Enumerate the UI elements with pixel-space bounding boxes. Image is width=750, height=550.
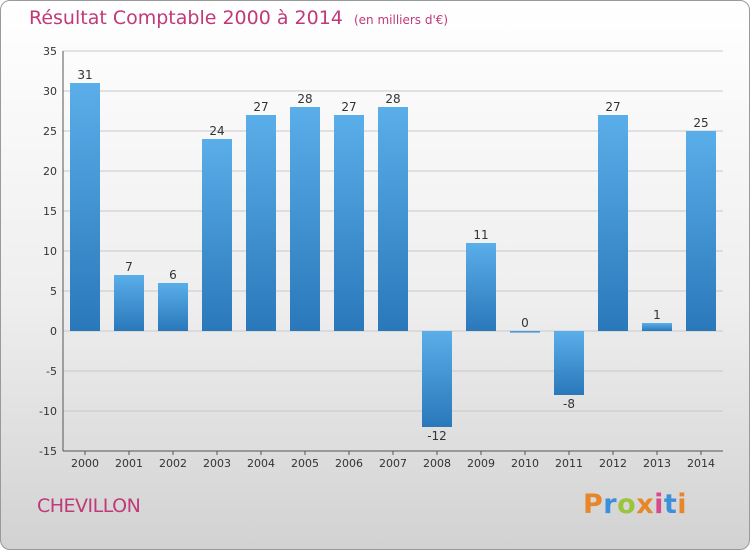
bar-2007	[378, 107, 408, 331]
x-tick-label: 2009	[467, 457, 495, 470]
bar-2009	[466, 243, 496, 331]
bar-value-label: 28	[385, 92, 400, 106]
bar-value-label: 1	[653, 308, 661, 322]
x-tick-label: 2000	[71, 457, 99, 470]
bar-value-label: 24	[209, 124, 224, 138]
logo-letter: r	[603, 489, 618, 520]
bar-2012	[598, 115, 628, 331]
axis-layer: 35302520151050-5-10-15312000720016200224…	[39, 45, 723, 470]
x-tick-label: 2001	[115, 457, 143, 470]
bar-value-label: -12	[427, 429, 447, 443]
logo-letter: x	[636, 489, 655, 520]
chart-unit: (en milliers d'€)	[353, 13, 449, 27]
bar-value-label: -8	[563, 397, 575, 411]
bar-2004	[246, 115, 276, 331]
bar-value-label: 31	[77, 68, 92, 82]
y-tick-label: 15	[43, 205, 57, 218]
y-tick-label: -5	[46, 365, 57, 378]
x-tick-label: 2002	[159, 457, 187, 470]
proxiti-logo: Proxiti	[583, 489, 687, 520]
y-tick-label: -15	[39, 445, 57, 458]
y-tick-label: -10	[39, 405, 57, 418]
chart-title-text: Résultat Comptable 2000 à 2014	[29, 7, 343, 29]
bar-layer	[70, 83, 716, 427]
bar-value-label: 0	[521, 316, 529, 330]
x-tick-label: 2010	[511, 457, 539, 470]
y-tick-label: 20	[43, 165, 57, 178]
commune-name: CHEVILLON	[37, 495, 141, 517]
x-tick-label: 2006	[335, 457, 363, 470]
bar-2013	[642, 323, 672, 331]
bar-2005	[290, 107, 320, 331]
x-tick-label: 2013	[643, 457, 671, 470]
bar-value-label: 28	[297, 92, 312, 106]
x-tick-label: 2005	[291, 457, 319, 470]
logo-letter: P	[583, 489, 604, 520]
y-tick-label: 5	[50, 285, 57, 298]
y-tick-label: 25	[43, 125, 57, 138]
logo-letter: o	[617, 489, 637, 520]
x-tick-label: 2011	[555, 457, 583, 470]
x-tick-label: 2008	[423, 457, 451, 470]
x-tick-label: 2007	[379, 457, 407, 470]
bar-2003	[202, 139, 232, 331]
x-tick-label: 2012	[599, 457, 627, 470]
logo-letter: i	[677, 489, 688, 520]
bar-2011	[554, 331, 584, 395]
x-tick-label: 2014	[687, 457, 715, 470]
bar-2001	[114, 275, 144, 331]
y-tick-label: 35	[43, 45, 57, 58]
bar-2002	[158, 283, 188, 331]
bar-value-label: 7	[125, 260, 133, 274]
logo-letter: t	[663, 489, 678, 520]
bar-value-label: 27	[605, 100, 620, 114]
bar-value-label: 27	[341, 100, 356, 114]
bar-value-label: 11	[473, 228, 488, 242]
bar-2006	[334, 115, 364, 331]
x-tick-label: 2004	[247, 457, 275, 470]
bar-2014	[686, 131, 716, 331]
x-tick-label: 2003	[203, 457, 231, 470]
bar-value-label: 25	[693, 116, 708, 130]
y-tick-label: 30	[43, 85, 57, 98]
bar-2010	[510, 331, 540, 333]
bar-2000	[70, 83, 100, 331]
bar-value-label: 6	[169, 268, 177, 282]
y-tick-label: 0	[50, 325, 57, 338]
logo-letter: i	[654, 489, 664, 520]
bar-2008	[422, 331, 452, 427]
chart-title: Résultat Comptable 2000 à 2014 (en milli…	[29, 7, 448, 29]
y-tick-label: 10	[43, 245, 57, 258]
bar-value-label: 27	[253, 100, 268, 114]
